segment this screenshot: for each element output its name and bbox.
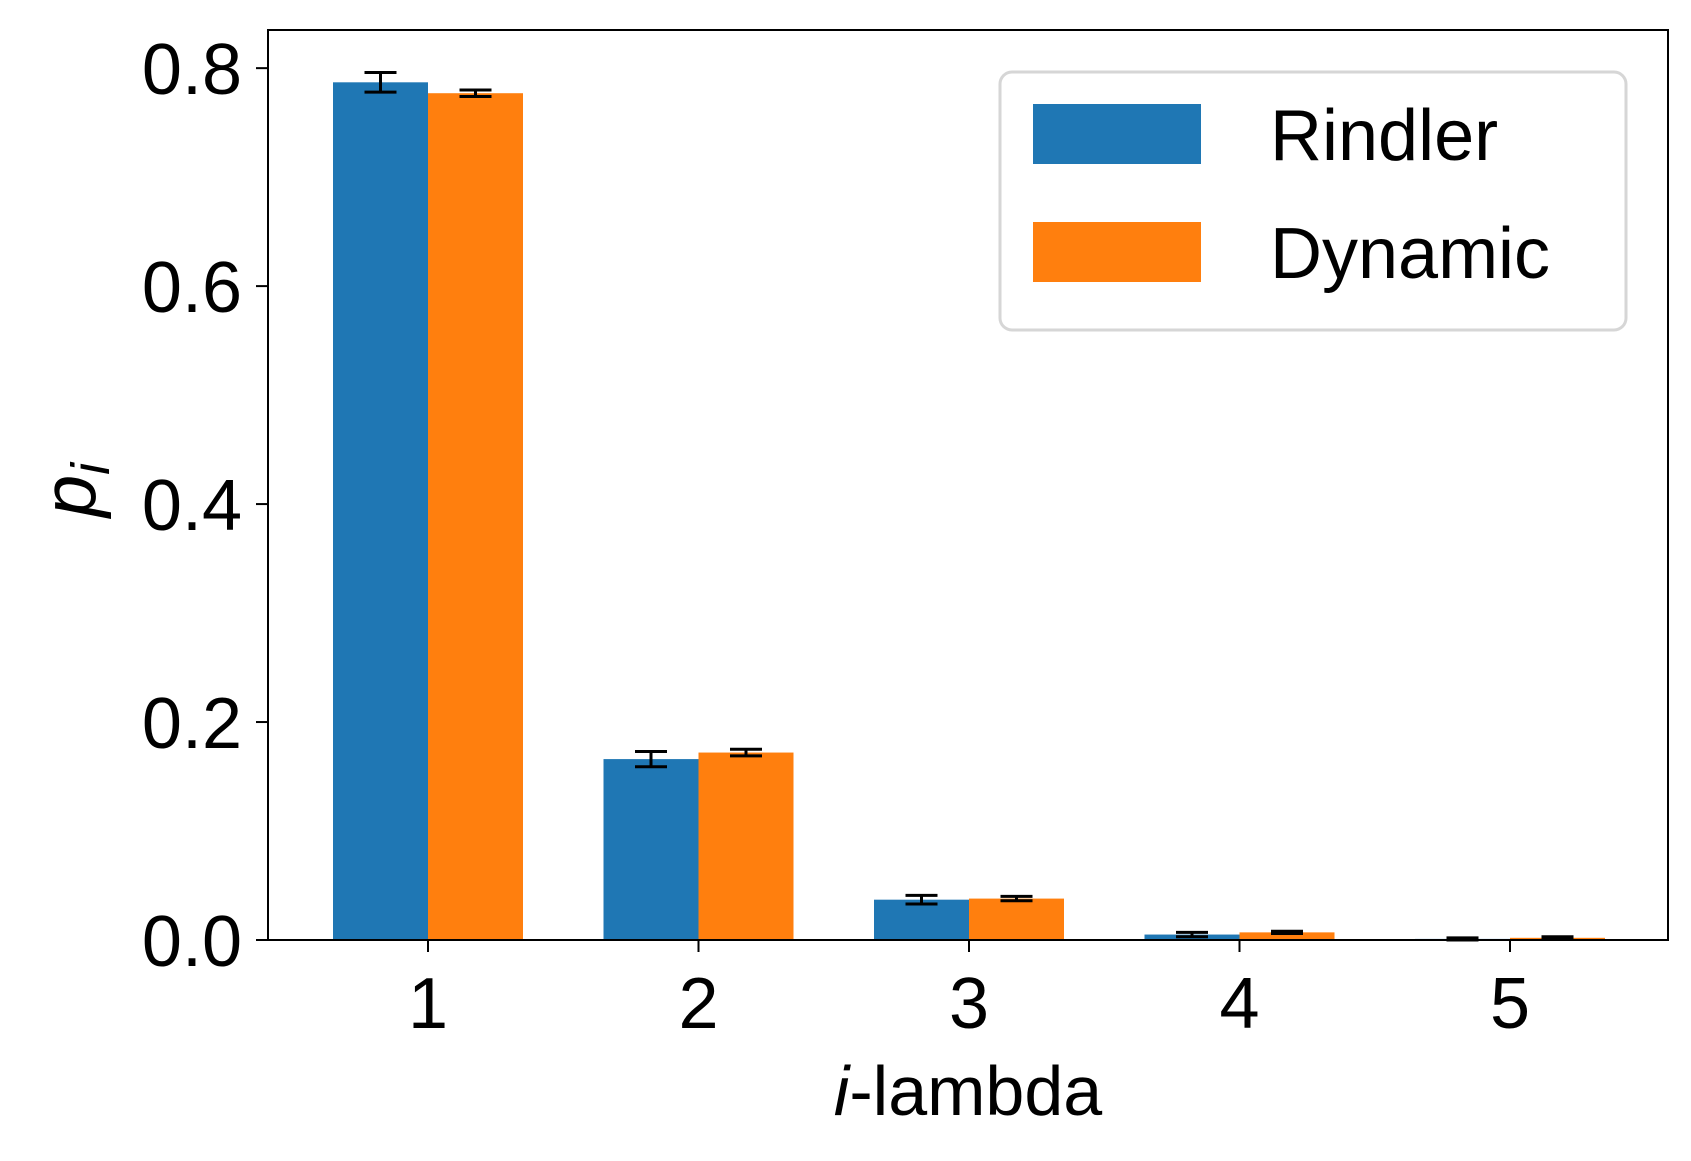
bar-rindler-1: [333, 82, 428, 940]
y-tick-label-4: 0.8: [142, 30, 242, 110]
x-tick-label-5: 5: [1490, 964, 1530, 1044]
bar-dynamic-1: [428, 93, 523, 940]
x-tick-label-3: 3: [949, 964, 989, 1044]
y-tick-label-3: 0.6: [142, 248, 242, 328]
x-tick-label-2: 2: [678, 964, 718, 1044]
bar-dynamic-3: [969, 898, 1064, 940]
bar-dynamic-2: [698, 752, 794, 940]
y-tick-label-1: 0.2: [142, 684, 242, 764]
legend: Rindler Dynamic: [998, 70, 1628, 332]
legend-swatch-rindler: [1033, 104, 1201, 164]
x-axis-label: i-lambda: [834, 1052, 1103, 1130]
x-axis-label-text: -lambda: [849, 1052, 1102, 1130]
y-axis: 0.0 0.2 0.4 0.6 0.8: [142, 30, 268, 982]
y-axis-label-main: p: [27, 475, 112, 519]
legend-label-rindler: Rindler: [1270, 96, 1498, 176]
bar-dynamic-4: [1239, 932, 1335, 940]
bars-layer: [333, 82, 1605, 940]
x-axis-label-italic: i: [834, 1052, 852, 1130]
x-tick-label-4: 4: [1219, 964, 1259, 1044]
y-tick-label-2: 0.4: [142, 466, 242, 546]
bar-rindler-3: [874, 899, 969, 940]
x-axis: 1 2 3 4 5: [408, 940, 1530, 1044]
y-axis-label: pi: [27, 461, 121, 519]
legend-swatch-dynamic: [1033, 222, 1201, 282]
bar-rindler-2: [603, 759, 699, 940]
legend-label-dynamic: Dynamic: [1270, 214, 1550, 294]
y-axis-label-subscript: i: [61, 461, 121, 475]
error-bars-layer: [364, 71, 1574, 942]
y-tick-label-0: 0.0: [142, 902, 242, 982]
x-tick-label-1: 1: [408, 964, 448, 1044]
